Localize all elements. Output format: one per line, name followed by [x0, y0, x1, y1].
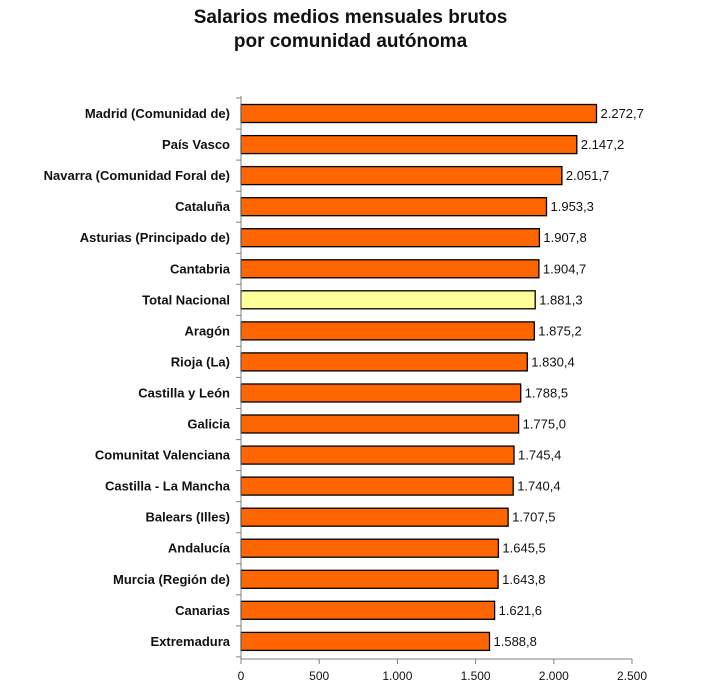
- category-label: Andalucía: [168, 541, 231, 556]
- bar: [240, 383, 522, 403]
- value-label: 1.645,5: [502, 541, 545, 556]
- value-label: 1.907,8: [543, 230, 586, 245]
- value-label: 1.621,6: [499, 603, 542, 618]
- category-label: País Vasco: [162, 137, 230, 152]
- x-tick-label: 1.000: [382, 669, 412, 683]
- value-label: 1.788,5: [525, 386, 568, 401]
- category-label: Aragón: [185, 323, 231, 338]
- bar: [240, 507, 509, 527]
- chart-title: Salarios medios mensuales brutos por com…: [0, 6, 701, 54]
- category-label: Asturias (Principado de): [80, 230, 230, 245]
- value-label: 2.147,2: [581, 137, 624, 152]
- category-label: Navarra (Comunidad Foral de): [44, 168, 230, 183]
- chart-title-line-1: Salarios medios mensuales brutos: [193, 7, 508, 28]
- bar: [240, 476, 514, 496]
- x-tick-label: 0: [238, 669, 245, 683]
- bar: [240, 290, 536, 310]
- x-tick-label: 500: [309, 669, 329, 683]
- category-label: Extremadura: [151, 634, 231, 649]
- value-label: 1.904,7: [543, 261, 586, 276]
- bar: [240, 103, 598, 124]
- value-label: 1.881,3: [539, 292, 582, 307]
- category-label: Murcia (Región de): [113, 572, 230, 587]
- bar: [240, 228, 541, 248]
- bar: [240, 414, 520, 434]
- bar: [240, 134, 578, 155]
- bar: [240, 569, 499, 589]
- value-label: 1.775,0: [523, 417, 566, 432]
- x-tick-label: 2.000: [539, 669, 569, 683]
- value-label: 1.588,8: [494, 634, 537, 649]
- bar: [240, 538, 500, 558]
- category-label: Canarias: [175, 603, 230, 618]
- value-label: 2.272,7: [601, 106, 644, 121]
- value-label: 1.875,2: [538, 323, 581, 338]
- category-label: Castilla y León: [138, 386, 230, 401]
- category-label: Balears (Illes): [145, 510, 230, 525]
- x-tick-label: 2.500: [617, 669, 647, 683]
- value-label: 1.953,3: [551, 199, 594, 214]
- category-label: Rioja (La): [171, 354, 230, 369]
- category-label: Madrid (Comunidad de): [85, 106, 230, 121]
- bar: [240, 631, 491, 652]
- bar: [240, 165, 563, 186]
- bar: [240, 259, 540, 279]
- value-label: 1.830,4: [531, 354, 574, 369]
- value-label: 1.745,4: [518, 448, 561, 463]
- x-tick-label: 1.500: [461, 669, 491, 683]
- value-label: 2.051,7: [566, 168, 609, 183]
- bar: [240, 321, 535, 341]
- category-label: Cantabria: [170, 261, 231, 276]
- chart-title-line-2: por comunidad autónoma: [233, 31, 468, 52]
- bar: [240, 197, 548, 217]
- category-label: Comunitat Valenciana: [95, 448, 231, 463]
- category-label: Total Nacional: [142, 292, 230, 307]
- bar: [240, 352, 528, 372]
- value-label: 1.740,4: [517, 479, 560, 494]
- category-label: Galicia: [187, 417, 230, 432]
- category-label: Castilla - La Mancha: [105, 479, 231, 494]
- value-label: 1.643,8: [502, 572, 545, 587]
- value-label: 1.707,5: [512, 510, 555, 525]
- bar: [240, 445, 515, 465]
- bar: [240, 600, 496, 620]
- category-label: Cataluña: [175, 199, 231, 214]
